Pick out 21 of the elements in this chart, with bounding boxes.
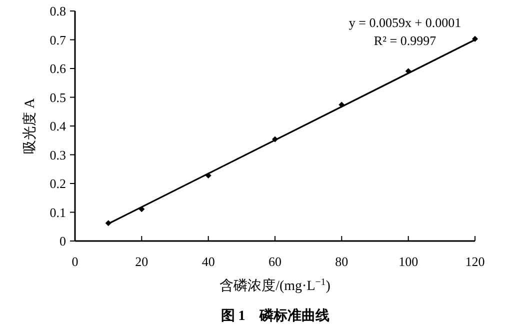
y-tick-label: 0.6: [50, 61, 66, 76]
y-tick-label: 0.7: [50, 32, 66, 48]
x-axis-title: 含磷浓度/(mg·L$^{−1}$): [220, 276, 331, 294]
y-tick-label: 0.4: [50, 118, 66, 134]
x-tick-label: 20: [135, 254, 148, 269]
x-tick-label: 120: [465, 254, 485, 269]
annotation: y = 0.0059x + 0.0001: [348, 15, 462, 30]
x-tick-label: 80: [335, 254, 348, 269]
y-tick-label: 0: [60, 234, 66, 248]
y-tick-label: 0.8: [50, 4, 66, 18]
annotation: R² = 0.9997: [374, 33, 437, 48]
x-tick-label: 100: [398, 254, 418, 269]
x-tick-label: 40: [202, 254, 215, 269]
y-tick-label: 0.2: [50, 176, 66, 191]
y-tick-label: 0.3: [50, 147, 66, 162]
y-axis-title: 吸光度 A: [22, 97, 38, 154]
x-tick-label: 0: [72, 254, 78, 269]
x-tick-label: 60: [268, 254, 282, 269]
y-tick-label: 0.1: [50, 204, 66, 220]
text: 图 1 磷标准曲线: [220, 308, 330, 324]
y-tick-label: 0.5: [50, 90, 66, 105]
